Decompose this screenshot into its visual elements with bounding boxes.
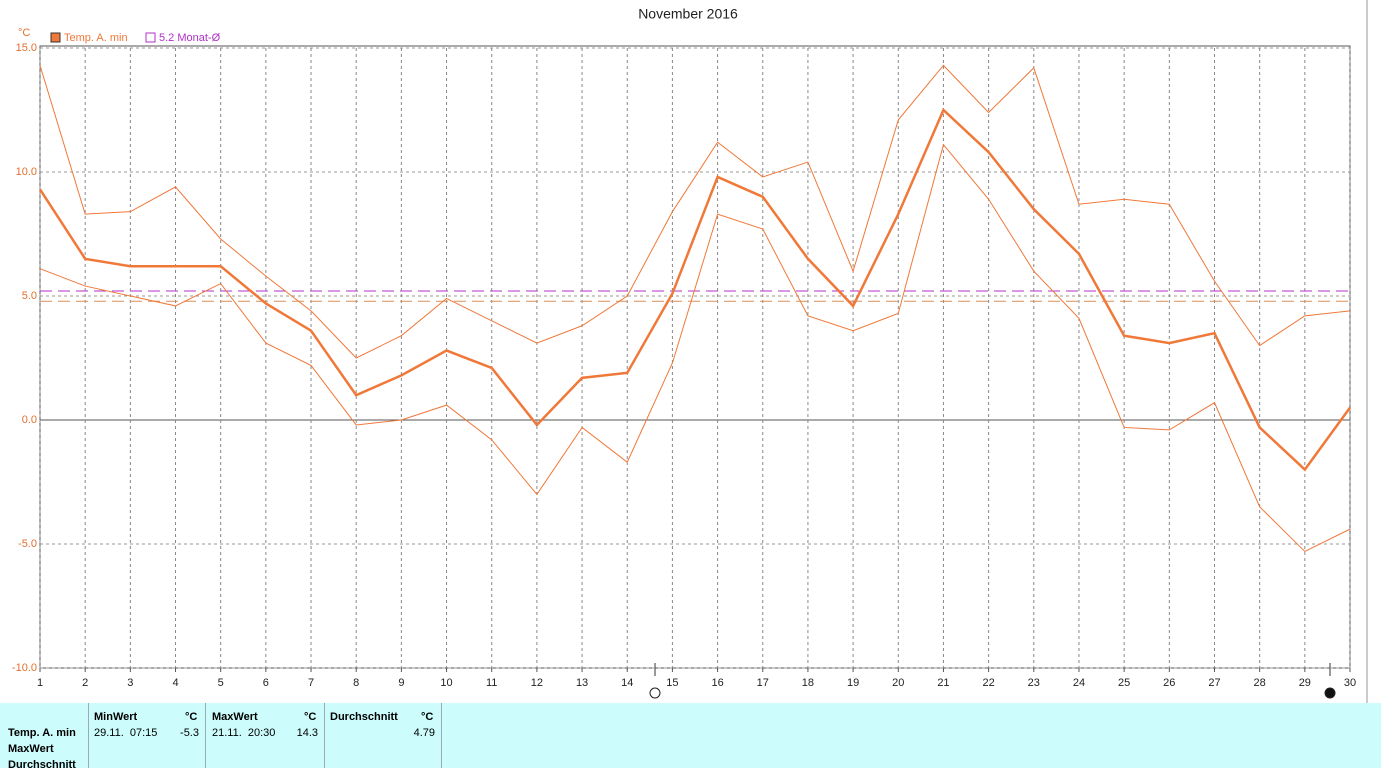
plot-frame bbox=[39, 45, 1351, 669]
x-tick-label: 12 bbox=[531, 677, 543, 689]
cell: 29.11. 07:15 bbox=[94, 727, 158, 739]
header: MaxWert bbox=[212, 711, 258, 723]
x-tick-label: 4 bbox=[172, 677, 178, 689]
x-tick-label: 28 bbox=[1254, 677, 1266, 689]
x-tick-label: 11 bbox=[486, 677, 497, 689]
line bbox=[38, 107, 1352, 472]
y-unit: °C bbox=[18, 27, 30, 39]
y-tick-label: 10.0 bbox=[16, 166, 37, 178]
column-separator bbox=[205, 703, 206, 768]
x-tick-label: 13 bbox=[576, 677, 588, 689]
x-tick-label: 22 bbox=[982, 677, 994, 689]
header: °C bbox=[304, 711, 317, 723]
header: Durchschnitt bbox=[330, 711, 398, 723]
cell: 14.3 bbox=[296, 727, 318, 739]
cell: 4.79 bbox=[413, 727, 435, 739]
x-tick-label: 19 bbox=[847, 677, 859, 689]
x-tick-label: 25 bbox=[1118, 677, 1130, 689]
x-tick-label: 24 bbox=[1073, 677, 1085, 689]
column-separator bbox=[441, 703, 442, 768]
x-tick-label: 2 bbox=[82, 677, 88, 689]
x-tick-label: 14 bbox=[621, 677, 633, 689]
legend-swatch bbox=[50, 32, 61, 43]
range-line bbox=[39, 143, 1351, 553]
x-tick-label: 20 bbox=[892, 677, 904, 689]
x-tick-label: 17 bbox=[757, 677, 769, 689]
cell: -5.3 bbox=[180, 727, 199, 739]
y-tick-label: 5.0 bbox=[22, 290, 37, 302]
x-tick-label: 5 bbox=[218, 677, 224, 689]
x-tick-label: 27 bbox=[1208, 677, 1220, 689]
x-tick-label: 30 bbox=[1344, 677, 1356, 689]
y-tick-label: 15.0 bbox=[16, 42, 37, 54]
chart-title: November 2016 bbox=[638, 6, 738, 22]
moon-new bbox=[1324, 687, 1336, 699]
x-tick-label: 26 bbox=[1163, 677, 1175, 689]
x-tick-label: 9 bbox=[398, 677, 404, 689]
x-tick-label: 16 bbox=[711, 677, 723, 689]
chart: November 2016 °C -10.0 -5.0 0.0 5.0 10.0 15.0… bbox=[12, 0, 1368, 703]
legend-label: 5.2 Monat-Ø bbox=[159, 32, 221, 44]
x-tick-label: 10 bbox=[440, 677, 452, 689]
row-label: Temp. A. min bbox=[8, 727, 76, 739]
header: °C bbox=[421, 711, 434, 723]
x-tick-label: 7 bbox=[308, 677, 314, 689]
moon-full bbox=[649, 687, 661, 699]
y-tick-label: 0.0 bbox=[22, 414, 37, 426]
row-label: Durchschnitt bbox=[8, 759, 76, 771]
column-separator bbox=[324, 703, 325, 768]
cell: 21.11. 20:30 bbox=[212, 727, 276, 739]
x-tick-label: 8 bbox=[353, 677, 359, 689]
range-line bbox=[39, 64, 1351, 359]
y-tick-label: -10.0 bbox=[12, 662, 37, 674]
x-tick-label: 1 bbox=[37, 677, 43, 689]
x-tick-label: 18 bbox=[802, 677, 814, 689]
x-tick-label: 29 bbox=[1299, 677, 1311, 689]
y-tick-label: -5.0 bbox=[18, 538, 37, 550]
x-tick-label: 15 bbox=[666, 677, 678, 689]
legend-label: Temp. A. min bbox=[64, 32, 128, 44]
x-tick-label: 3 bbox=[127, 677, 133, 689]
legend-swatch bbox=[145, 32, 156, 43]
row-label: MaxWert bbox=[8, 743, 54, 755]
header: MinWert bbox=[94, 711, 138, 723]
x-tick-label: 21 bbox=[937, 677, 949, 689]
x-tick-label: 6 bbox=[263, 677, 269, 689]
x-tick-label: 23 bbox=[1028, 677, 1040, 689]
stats-table: MinWert °C MaxWert °C Durchschnitt °C Te… bbox=[0, 703, 1381, 771]
header: °C bbox=[185, 711, 198, 723]
column-separator bbox=[88, 703, 89, 768]
